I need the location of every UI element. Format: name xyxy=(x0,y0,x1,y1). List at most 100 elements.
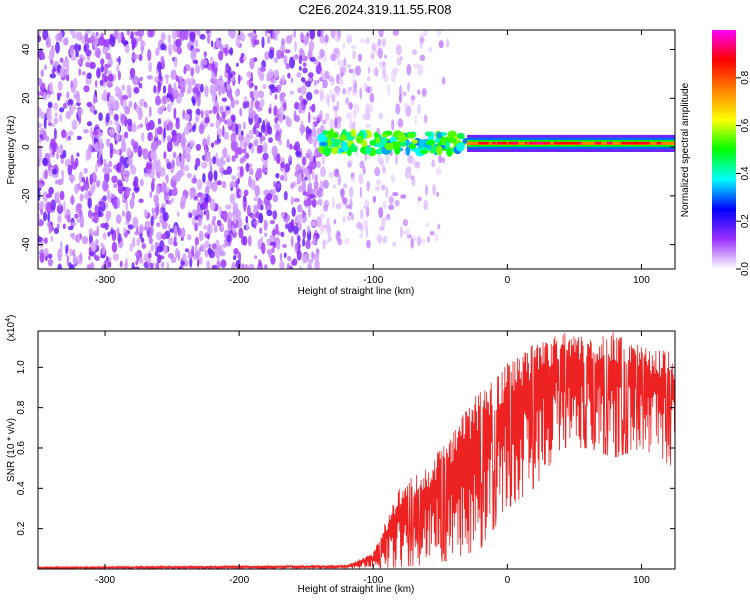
spectrogram-cell xyxy=(350,44,357,50)
spectrogram-cell xyxy=(214,246,221,259)
spectrogram-cell xyxy=(309,30,316,40)
spectrogram-cell xyxy=(239,140,245,148)
spectrogram-cell xyxy=(408,143,417,150)
spectrogram-cell xyxy=(179,159,185,170)
spectrogram-cell xyxy=(299,95,304,102)
spectrogram-cell xyxy=(108,104,113,115)
spectrogram-cell xyxy=(137,125,140,130)
spectrogram-cell xyxy=(378,207,384,219)
spectrogram-cell xyxy=(271,188,277,194)
spectrogram-cell xyxy=(165,174,169,184)
spectrogram-cell xyxy=(645,141,650,145)
spectrogram-cell xyxy=(133,75,139,85)
spectrogram-cell xyxy=(100,156,104,166)
spectrogram-cell xyxy=(156,171,161,179)
spectrogram-cell xyxy=(344,238,350,245)
spectrogram-cell xyxy=(48,222,52,235)
spectrogram-cell xyxy=(190,48,197,61)
spectrogram-cell xyxy=(434,137,440,143)
spectrogram-cell xyxy=(289,143,293,150)
spectrogram-cell xyxy=(131,192,135,200)
spectrogram-cell xyxy=(266,209,273,217)
spectrogram-cell xyxy=(254,100,260,109)
spectrogram-cell xyxy=(88,255,91,261)
spectrogram-cell xyxy=(159,208,163,215)
spectrogram-cell xyxy=(193,59,199,64)
spectrogram-cell xyxy=(99,201,104,208)
spectrogram-cell xyxy=(104,260,107,265)
spectrogram-cell xyxy=(384,54,387,59)
spectrogram-cell xyxy=(307,205,312,218)
spectrogram-cell xyxy=(247,32,254,37)
spectrogram-cell xyxy=(250,99,254,109)
spectrogram-cell xyxy=(150,136,153,141)
spectrogram-cell xyxy=(96,179,101,188)
spectrogram-cell xyxy=(385,152,390,165)
spectrogram-cell xyxy=(369,93,375,103)
spectrogram-cell xyxy=(189,31,196,43)
spectrogram-cell xyxy=(157,61,162,72)
spectrogram-cell xyxy=(142,148,149,160)
spectrogram-cell xyxy=(94,204,99,216)
spectrogram-cell xyxy=(197,216,202,227)
spectrogram-cell xyxy=(180,227,186,239)
spectrogram-cell xyxy=(103,163,110,175)
spectrogram-cell xyxy=(212,243,217,250)
spectrogram-cell xyxy=(553,141,562,145)
spectrogram-cell xyxy=(427,46,433,53)
spectrogram-cell xyxy=(161,181,166,193)
spectrogram-cell xyxy=(206,223,213,235)
spectrogram-cell xyxy=(332,184,337,189)
spectrogram-cell xyxy=(173,225,178,238)
x-tick-label: 100 xyxy=(633,275,650,286)
spectrogram-cell xyxy=(434,233,439,242)
spectrogram-cell xyxy=(70,154,74,166)
spectrogram-cell xyxy=(383,74,389,83)
spectrogram-cell xyxy=(149,225,154,236)
spectrogram-cell xyxy=(302,238,306,247)
spectrogram-cell xyxy=(312,123,315,136)
spectrogram-cell xyxy=(307,174,311,182)
spectrogram-cell xyxy=(365,103,370,114)
spectrogram-cell xyxy=(143,172,150,177)
spectrogram-cell xyxy=(246,71,251,78)
spectrogram-cell xyxy=(167,34,171,44)
spectrogram-cell xyxy=(157,126,163,135)
spectrogram-cell xyxy=(290,183,295,189)
spectrogram-cell xyxy=(331,93,336,103)
spectrogram-cell xyxy=(127,118,133,126)
spectrogram-cell xyxy=(243,121,246,131)
spectrogram-cell xyxy=(350,143,356,153)
spectrogram-cell xyxy=(407,82,410,92)
spectrogram-cell xyxy=(594,141,601,145)
spectrogram-cell xyxy=(89,62,96,69)
spectrogram-cell xyxy=(95,31,99,37)
spectrogram-cell xyxy=(210,63,216,68)
spectrogram-cell xyxy=(59,154,66,159)
spectrogram-cell xyxy=(210,122,214,128)
spectrogram-cell xyxy=(206,260,211,269)
spectrogram-cell xyxy=(359,87,363,100)
x-tick-label: 0 xyxy=(505,275,511,286)
spectrogram-cell xyxy=(446,38,450,48)
spectrogram-cell xyxy=(43,247,49,257)
spectrogram-cell xyxy=(188,212,193,218)
spectrogram-cell xyxy=(209,198,216,211)
spectrogram-cell xyxy=(392,192,399,197)
spectrogram-cell xyxy=(227,84,230,91)
spectrogram-cell xyxy=(480,141,486,145)
spectrogram-cell xyxy=(269,219,275,225)
spectrogram-cell xyxy=(198,230,204,242)
spectrogram-cell xyxy=(155,165,162,173)
spectrogram-cell xyxy=(77,59,83,65)
spectrogram-cell xyxy=(366,76,371,82)
spectrogram-cell xyxy=(359,160,365,169)
spectrogram-cell xyxy=(238,74,241,85)
spectrogram-cell xyxy=(157,253,162,264)
spectrogram-cell xyxy=(365,226,369,238)
spectrogram-cell xyxy=(273,180,276,188)
spectrogram-cell xyxy=(293,197,300,203)
spectrogram-cell xyxy=(120,134,125,144)
spectrogram-cell xyxy=(95,163,98,173)
spectrogram-cell xyxy=(67,164,73,176)
